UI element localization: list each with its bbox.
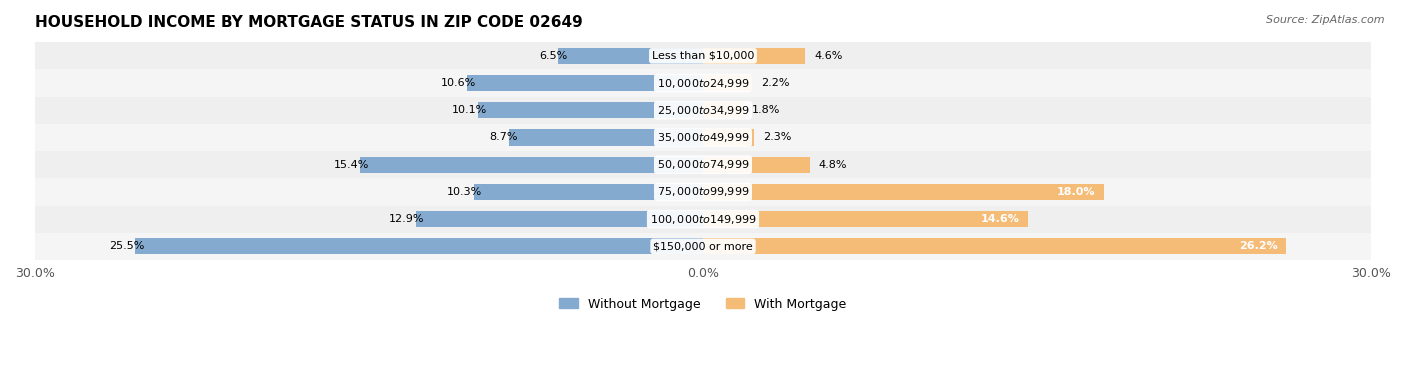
Bar xyxy=(703,238,1286,254)
Text: $25,000 to $34,999: $25,000 to $34,999 xyxy=(657,104,749,117)
Text: 10.6%: 10.6% xyxy=(440,78,475,88)
Bar xyxy=(703,48,806,64)
Bar xyxy=(35,233,1371,260)
Bar xyxy=(35,206,1371,233)
Bar xyxy=(135,238,703,254)
Text: $35,000 to $49,999: $35,000 to $49,999 xyxy=(657,131,749,144)
Bar xyxy=(35,178,1371,206)
Text: 6.5%: 6.5% xyxy=(538,51,567,61)
Text: 15.4%: 15.4% xyxy=(333,160,368,170)
Text: 18.0%: 18.0% xyxy=(1056,187,1095,197)
Text: Source: ZipAtlas.com: Source: ZipAtlas.com xyxy=(1267,15,1385,25)
Bar xyxy=(703,75,752,91)
Bar xyxy=(474,184,703,200)
Text: $10,000 to $24,999: $10,000 to $24,999 xyxy=(657,77,749,90)
Text: 10.3%: 10.3% xyxy=(447,187,482,197)
Text: $100,000 to $149,999: $100,000 to $149,999 xyxy=(650,212,756,226)
Bar xyxy=(703,102,744,118)
Bar xyxy=(703,129,754,146)
Text: 2.2%: 2.2% xyxy=(761,78,789,88)
Bar xyxy=(558,48,703,64)
Text: 14.6%: 14.6% xyxy=(980,214,1019,224)
Bar xyxy=(703,156,810,173)
Bar xyxy=(703,211,1028,227)
Bar xyxy=(35,97,1371,124)
Text: $75,000 to $99,999: $75,000 to $99,999 xyxy=(657,185,749,198)
Text: 2.3%: 2.3% xyxy=(763,132,792,143)
Bar xyxy=(467,75,703,91)
Text: 12.9%: 12.9% xyxy=(389,214,425,224)
Bar xyxy=(35,42,1371,70)
Legend: Without Mortgage, With Mortgage: Without Mortgage, With Mortgage xyxy=(553,291,853,317)
Bar xyxy=(35,151,1371,178)
Bar xyxy=(478,102,703,118)
Text: HOUSEHOLD INCOME BY MORTGAGE STATUS IN ZIP CODE 02649: HOUSEHOLD INCOME BY MORTGAGE STATUS IN Z… xyxy=(35,15,582,30)
Text: 8.7%: 8.7% xyxy=(489,132,519,143)
Bar xyxy=(509,129,703,146)
Text: Less than $10,000: Less than $10,000 xyxy=(652,51,754,61)
Text: 26.2%: 26.2% xyxy=(1239,241,1278,251)
Text: 4.8%: 4.8% xyxy=(818,160,848,170)
Text: 1.8%: 1.8% xyxy=(752,105,780,115)
Bar xyxy=(416,211,703,227)
Text: $50,000 to $74,999: $50,000 to $74,999 xyxy=(657,158,749,171)
Bar xyxy=(35,124,1371,151)
Bar xyxy=(35,70,1371,97)
Bar xyxy=(360,156,703,173)
Text: $150,000 or more: $150,000 or more xyxy=(654,241,752,251)
Text: 10.1%: 10.1% xyxy=(451,105,486,115)
Bar xyxy=(703,184,1104,200)
Text: 4.6%: 4.6% xyxy=(814,51,842,61)
Text: 25.5%: 25.5% xyxy=(108,241,143,251)
